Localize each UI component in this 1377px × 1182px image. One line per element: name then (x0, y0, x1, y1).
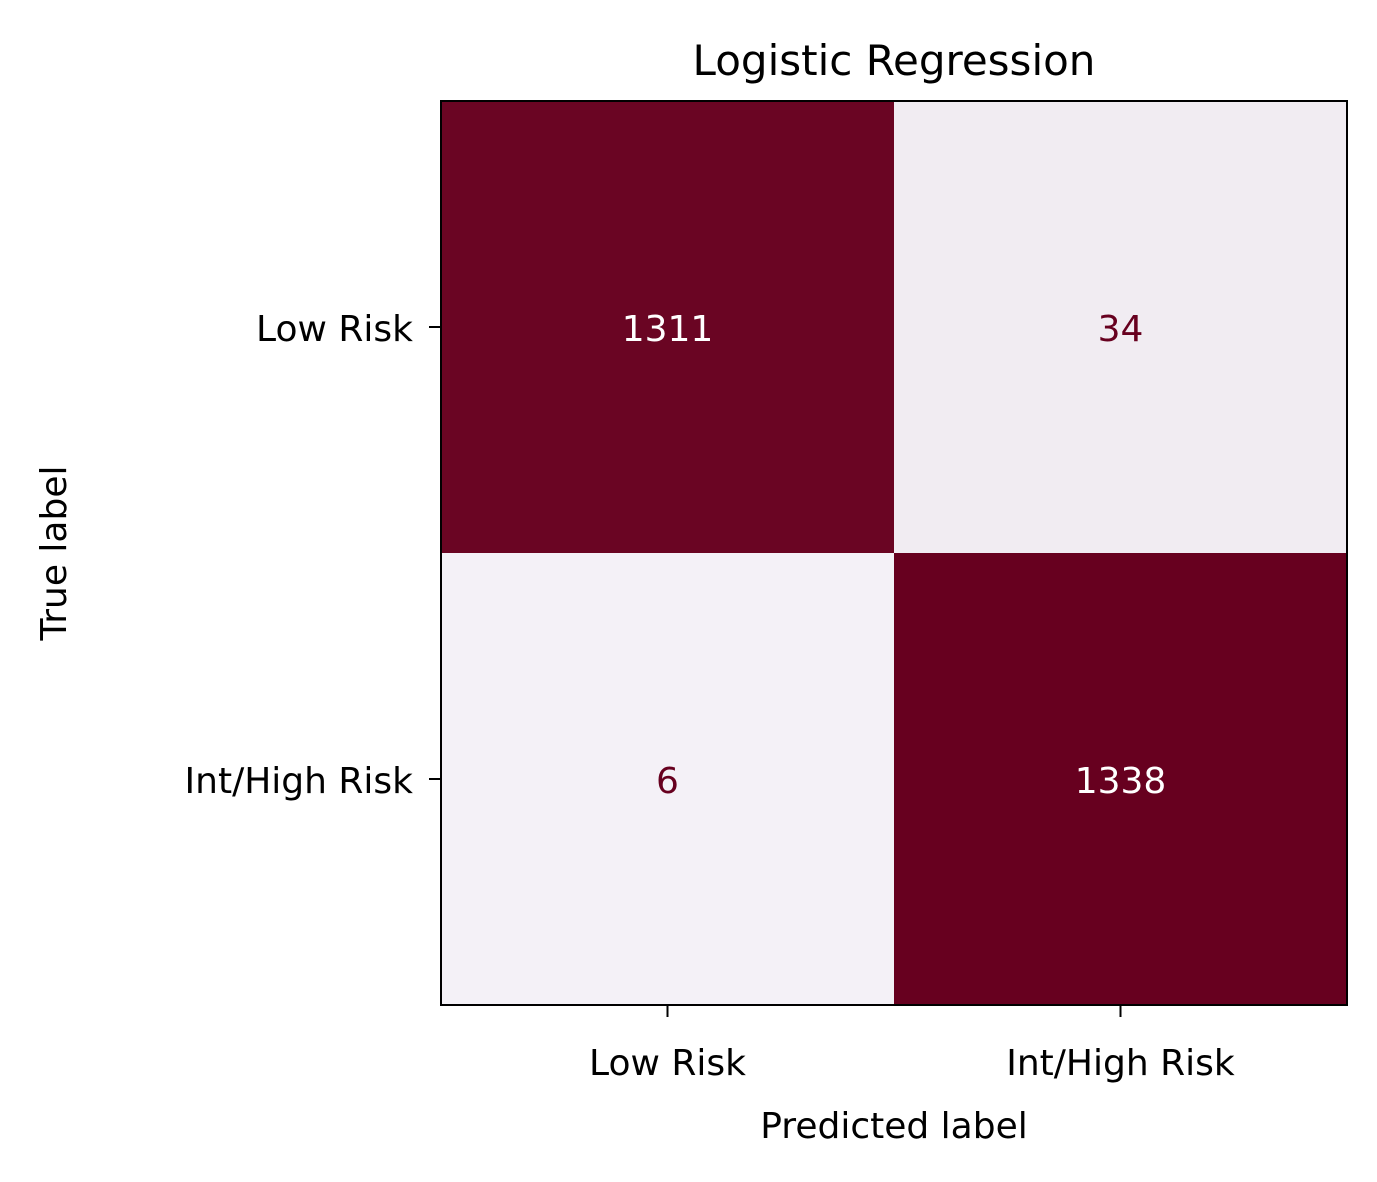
y-axis-label: True label (34, 466, 75, 642)
cell-value-r1-c0: 6 (656, 761, 679, 802)
matrix-cell-r0-c1 (894, 101, 1347, 553)
cell-value-labels: 1311 34 6 1338 (622, 309, 1167, 802)
matrix-cell-r0-c0 (441, 101, 894, 553)
cell-value-r0-c0: 1311 (622, 309, 714, 350)
chart-title: Logistic Regression (693, 36, 1096, 85)
x-tick-label-1: Int/High Risk (1006, 1043, 1235, 1084)
heatmap-cells (441, 101, 1347, 1005)
y-tick-label-0: Low Risk (256, 309, 413, 350)
cell-value-r1-c1: 1338 (1075, 761, 1167, 802)
plot-frame (440, 100, 1348, 1006)
x-axis: Low Risk Int/High Risk (589, 1005, 1235, 1084)
matrix-cell-r1-c1 (894, 553, 1347, 1005)
x-axis-label: Predicted label (760, 1106, 1028, 1147)
x-tick-label-0: Low Risk (589, 1043, 746, 1084)
y-axis: Low Risk Int/High Risk (185, 309, 441, 802)
y-tick-label-1: Int/High Risk (185, 761, 414, 802)
matrix-cell-r1-c0 (441, 553, 894, 1005)
cell-value-r0-c1: 34 (1098, 309, 1144, 350)
